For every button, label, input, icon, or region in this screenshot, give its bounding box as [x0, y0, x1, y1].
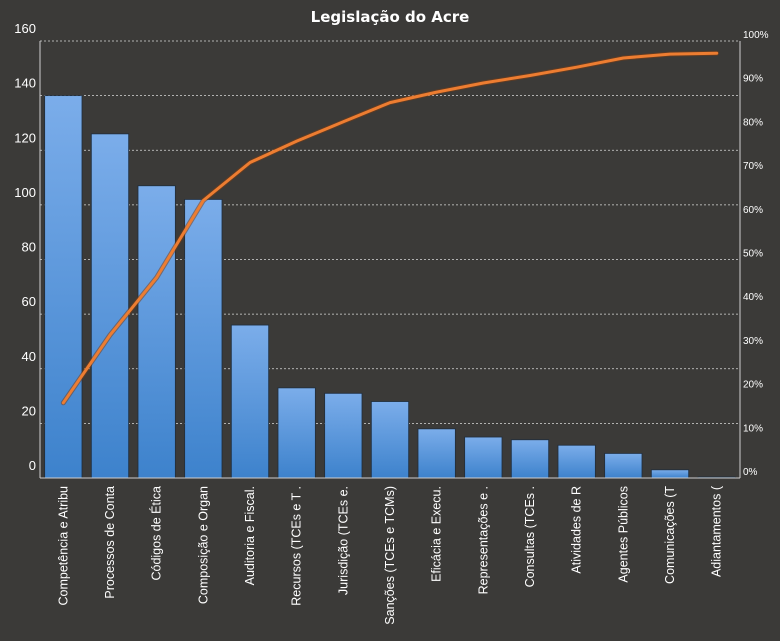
y-tick-label: 120 [14, 130, 36, 145]
bar-6 [277, 387, 316, 479]
x-tick-label: Agentes Públicos [616, 486, 630, 583]
x-tick-label: Processos de Conta [103, 486, 117, 599]
bar-10 [464, 436, 503, 479]
bars [44, 95, 736, 479]
category-labels: Competência e Atribu Processos de Conta Có… [56, 485, 723, 625]
x-tick-label: Adiantamentos ( [710, 485, 724, 577]
bar-1 [44, 95, 83, 479]
x-tick-label: Códigos de Ética [149, 486, 164, 581]
right-axis-ticks: 0% 10% 20% 30% 40% 50% 60% 70% 80% 90% 100% [743, 30, 769, 478]
cumulative-line [61, 51, 719, 405]
left-axis-ticks: 0 20 40 60 80 100 120 140 160 [14, 21, 36, 473]
y2-tick-label: 50% [743, 249, 763, 260]
bar-7 [324, 392, 363, 479]
cumulative-line-layer [60, 50, 720, 406]
bar-13 [604, 453, 643, 479]
bar-14 [650, 469, 690, 479]
x-tick-label: Eficácia e Execu. [430, 486, 444, 582]
y-tick-label: 60 [22, 294, 36, 309]
x-tick-label: Atividades de R [570, 486, 584, 574]
bar-9 [417, 428, 456, 479]
x-tick-label: Comunicações (T [663, 486, 677, 584]
x-tick-label: Jurisdição (TCEs e. [336, 486, 350, 595]
bar-12 [557, 444, 596, 479]
bar-3 [137, 185, 176, 479]
y2-tick-label: 80% [743, 117, 763, 128]
y-tick-label: 140 [14, 76, 36, 91]
y-tick-label: 80 [22, 240, 36, 255]
y2-tick-label: 40% [743, 292, 763, 303]
y2-tick-label: 70% [743, 161, 763, 172]
y2-tick-label: 0% [743, 467, 758, 478]
bar-4 [184, 199, 223, 479]
x-tick-label: Consultas (TCEs . [523, 486, 537, 587]
y2-tick-label: 90% [743, 74, 763, 85]
y2-tick-label: 10% [743, 423, 763, 434]
y-tick-label: 0 [29, 458, 36, 473]
bar-5 [230, 324, 270, 479]
y-tick-label: 20 [22, 403, 36, 418]
x-tick-label: Representações e . [476, 486, 490, 594]
y-tick-label: 100 [14, 185, 36, 200]
chart-title: Legislação do Acre [311, 8, 470, 26]
y2-tick-label: 30% [743, 336, 763, 347]
bar-8 [370, 401, 410, 479]
x-tick-label: Sanções (TCEs e TCMs) [383, 486, 397, 625]
y-tick-label: 160 [14, 21, 36, 36]
x-tick-label: Auditoria e Fiscal. [243, 486, 257, 585]
y2-tick-label: 60% [743, 205, 763, 216]
axes [39, 41, 741, 479]
x-tick-label: Competência e Atribu [56, 486, 70, 606]
y2-tick-label: 20% [743, 380, 763, 391]
bar-2 [90, 133, 130, 479]
x-tick-label: Composição e Organ [196, 486, 210, 604]
bar-11 [510, 439, 550, 479]
x-tick-label: Recursos (TCEs e T . [290, 486, 304, 606]
y2-tick-label: 100% [743, 30, 769, 41]
y-tick-label: 40 [22, 349, 36, 364]
